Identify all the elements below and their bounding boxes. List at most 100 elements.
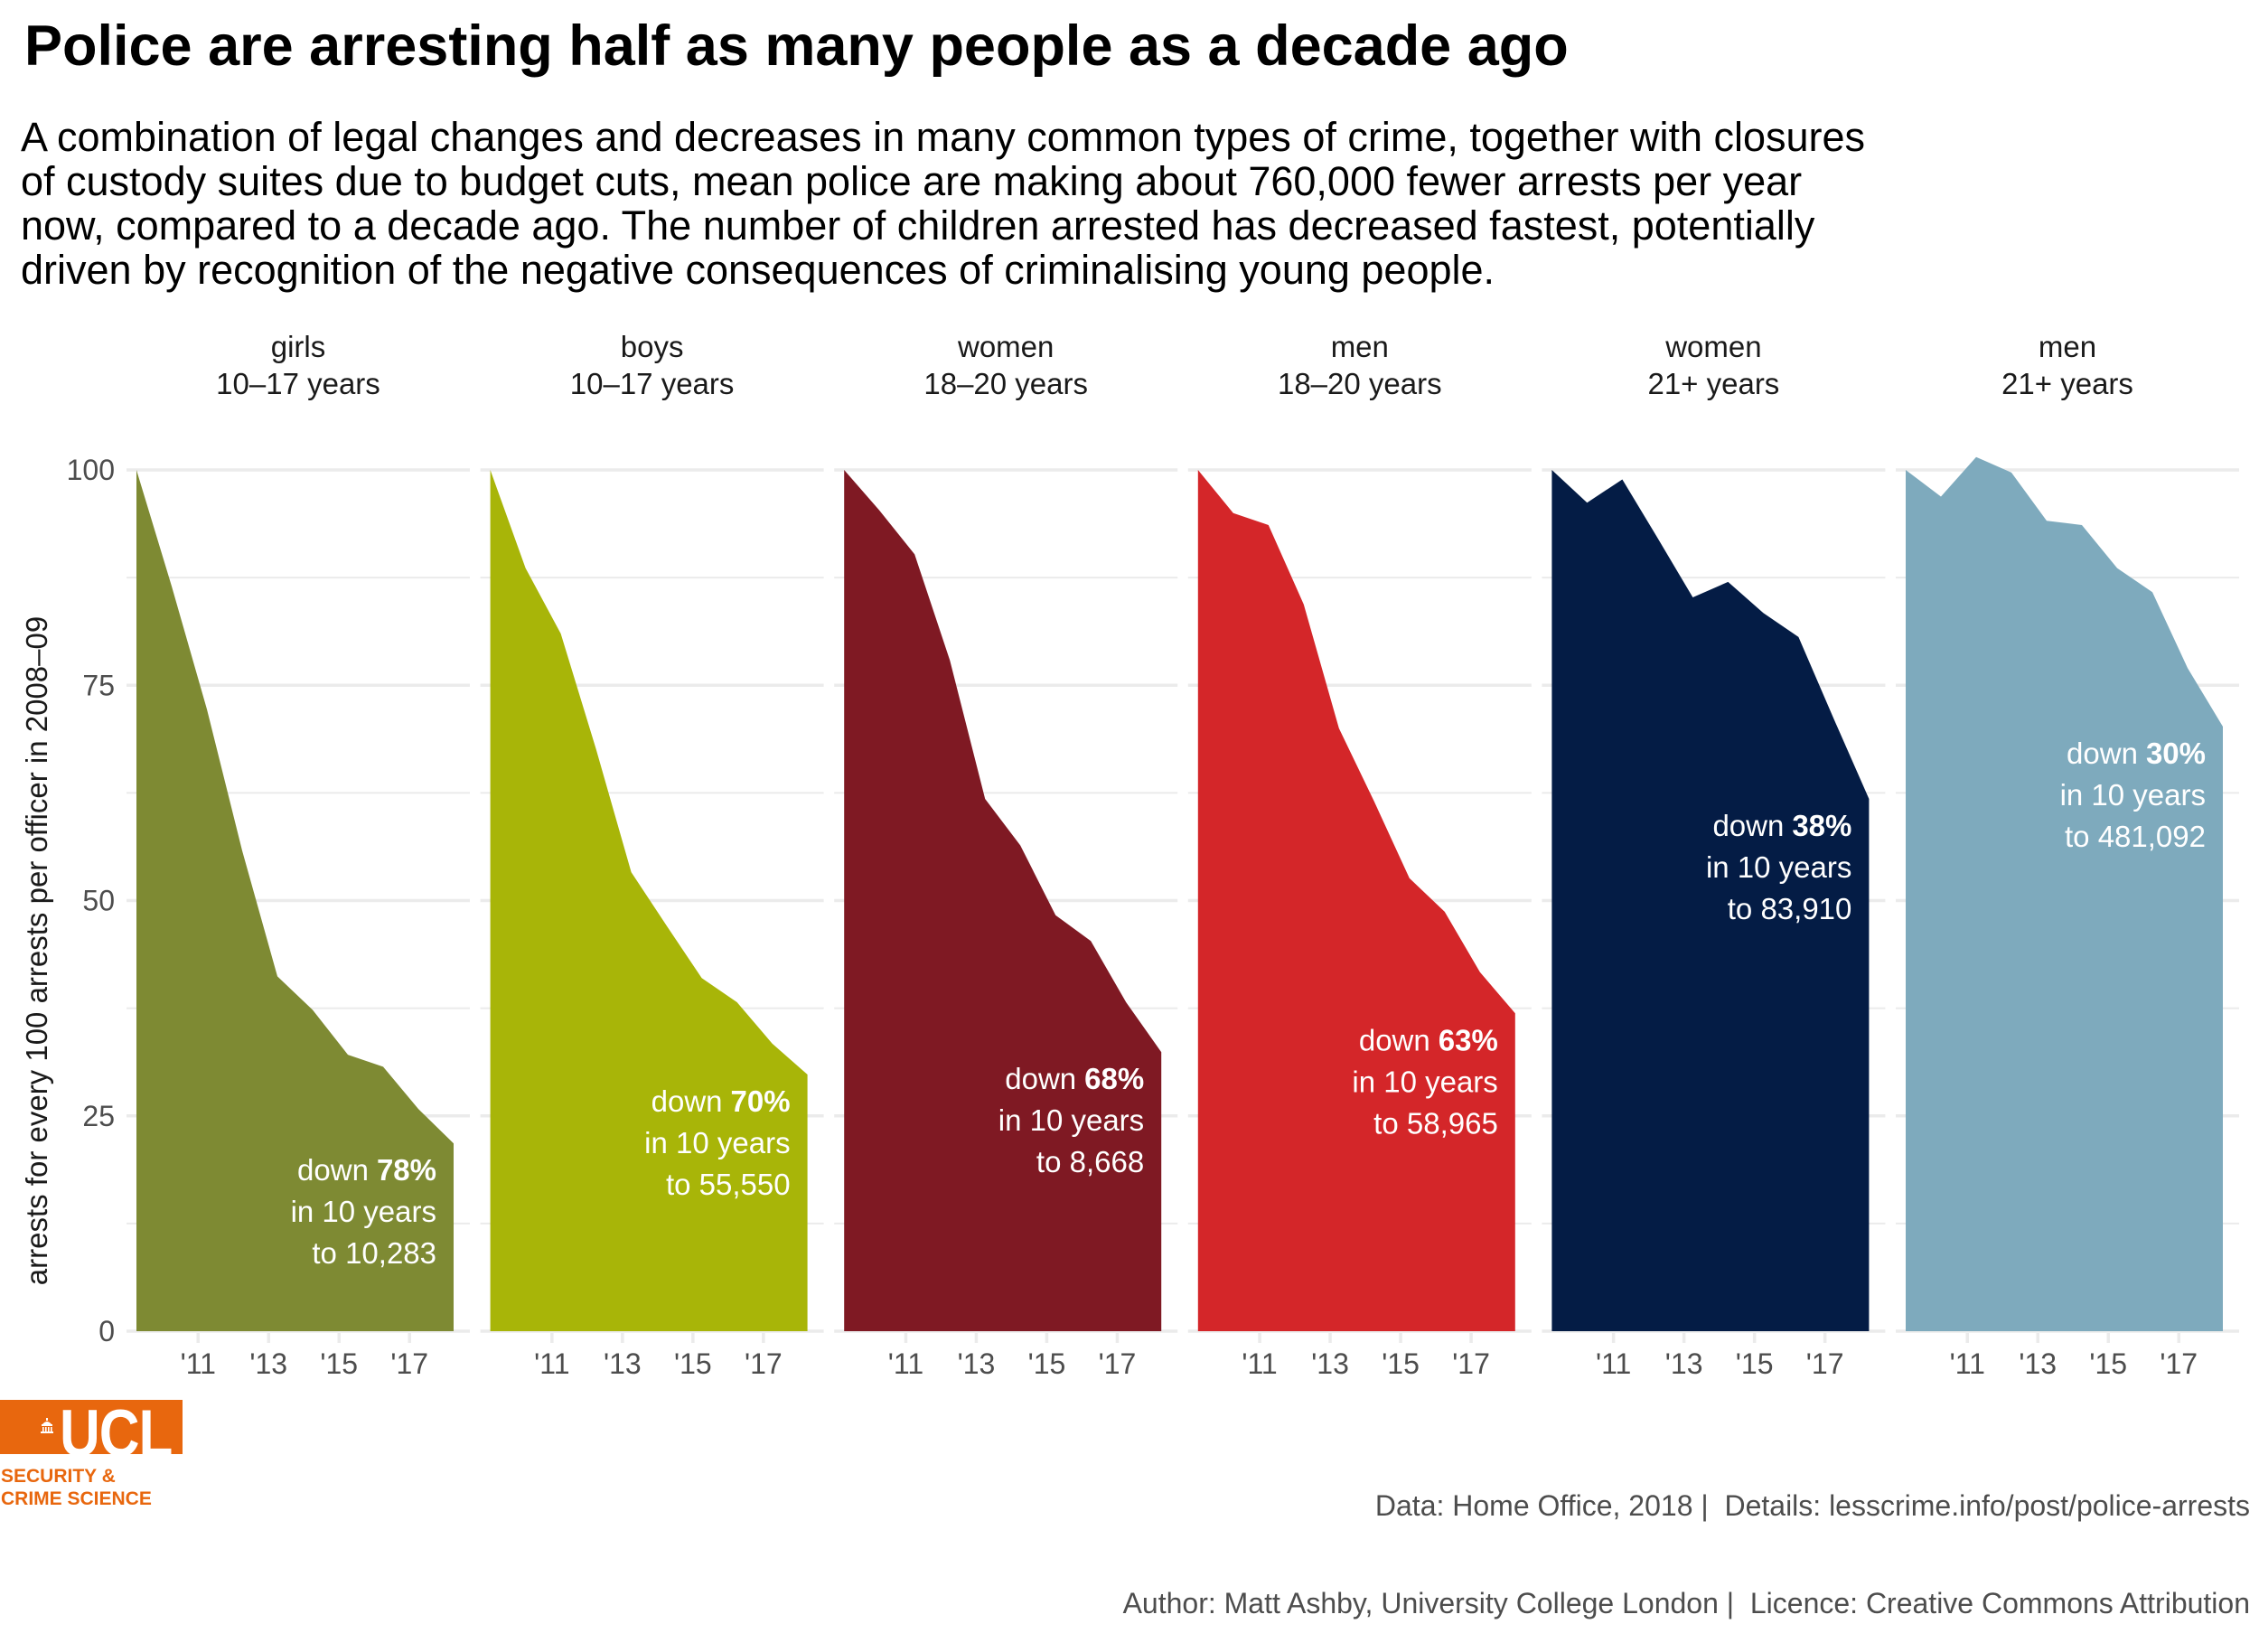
area-women-18-20-years bbox=[844, 470, 1162, 1331]
annotation-period: in 10 years bbox=[1352, 1065, 1497, 1098]
y-tick-label: 75 bbox=[82, 669, 115, 701]
x-tick-label: '17 bbox=[2160, 1347, 2198, 1380]
subtitle-line: driven by recognition of the negative co… bbox=[21, 247, 1495, 293]
annotation-change: down 38% bbox=[1712, 809, 1851, 842]
annotation-period: in 10 years bbox=[998, 1103, 1144, 1137]
x-tick-label: '15 bbox=[2089, 1347, 2127, 1380]
area-boys-10-17-years bbox=[490, 470, 808, 1331]
x-tick-label: '11 bbox=[1596, 1347, 1631, 1380]
x-tick-label: '13 bbox=[249, 1347, 287, 1380]
annotation-total: to 481,092 bbox=[2065, 820, 2206, 853]
y-axis-title: arrests for every 100 arrests per office… bbox=[20, 616, 53, 1285]
portico-icon bbox=[41, 1418, 53, 1433]
y-tick-label: 50 bbox=[82, 885, 115, 917]
annotation-period: in 10 years bbox=[644, 1126, 790, 1159]
chart-title: Police are arresting half as many people… bbox=[24, 14, 1569, 78]
area-women-21-years bbox=[1551, 470, 1870, 1331]
logo-department: SECURITY & CRIME SCIENCE bbox=[1, 1465, 152, 1510]
annotation-down-word: down bbox=[1359, 1023, 1430, 1056]
area-layer bbox=[136, 456, 2223, 1331]
facet-age: 18–20 years bbox=[1278, 367, 1442, 400]
logo-line: SECURITY & bbox=[1, 1466, 116, 1487]
y-tick-label: 25 bbox=[82, 1100, 115, 1132]
x-tick-label: '13 bbox=[1665, 1347, 1703, 1380]
x-tick-label: '17 bbox=[390, 1347, 428, 1380]
annotation-percent: 78% bbox=[377, 1153, 436, 1187]
x-tick-label: '15 bbox=[1382, 1347, 1420, 1380]
annotation-change: down 30% bbox=[2067, 737, 2206, 770]
annotation-down-word: down bbox=[1712, 809, 1784, 842]
annotation-down-word: down bbox=[1005, 1062, 1076, 1095]
x-tick-label: '11 bbox=[1242, 1347, 1277, 1380]
annotation-change: down 63% bbox=[1359, 1023, 1498, 1056]
annotation-down-word: down bbox=[651, 1084, 723, 1118]
x-tick-label: '17 bbox=[745, 1347, 783, 1380]
x-tick-label: '17 bbox=[1099, 1347, 1137, 1380]
text-layer: 0 25 50 75 100 '11 '13 '15 '17 girls 10–17 years do… bbox=[67, 330, 2206, 1380]
x-tick-label: '17 bbox=[1806, 1347, 1844, 1380]
facet-group: boys bbox=[621, 330, 684, 363]
facet-age: 21+ years bbox=[1647, 367, 1779, 400]
area-girls-10-17-years bbox=[136, 470, 454, 1331]
facet-header: men 21+ years bbox=[2001, 330, 2133, 400]
facet-group: girls bbox=[271, 330, 326, 363]
annotation-total: to 83,910 bbox=[1728, 892, 1852, 925]
annotation-period: in 10 years bbox=[2060, 778, 2206, 812]
x-tick-label: '11 bbox=[888, 1347, 923, 1380]
x-tick-label: '11 bbox=[181, 1347, 216, 1380]
annotation-total: to 10,283 bbox=[312, 1236, 436, 1270]
x-tick-label: '15 bbox=[1028, 1347, 1066, 1380]
area-men-18-20-years bbox=[1197, 470, 1515, 1331]
facet-group: men bbox=[2039, 330, 2096, 363]
facet-group: women bbox=[1664, 330, 1761, 363]
facet-age: 10–17 years bbox=[216, 367, 380, 400]
x-tick-label: '15 bbox=[1736, 1347, 1774, 1380]
faceted-area-chart: 0 25 50 75 100 '11 '13 '15 '17 girls 10–17 years do… bbox=[20, 330, 2239, 1380]
x-tick-label: '11 bbox=[534, 1347, 569, 1380]
chart-footer: Data: Home Office, 2018 | Details: lessc… bbox=[1123, 1424, 2250, 1652]
x-tick-label: '13 bbox=[2019, 1347, 2057, 1380]
x-tick-label: '13 bbox=[958, 1347, 996, 1380]
annotation-period: in 10 years bbox=[1706, 850, 1851, 884]
annotation-change: down 68% bbox=[1005, 1062, 1144, 1095]
chart-subtitle: A combination of legal changes and decre… bbox=[21, 115, 1865, 292]
area-men-21-years bbox=[1906, 456, 2223, 1331]
y-tick-label: 100 bbox=[67, 454, 115, 486]
facet-header: women 18–20 years bbox=[923, 330, 1088, 400]
facet-age: 21+ years bbox=[2001, 367, 2133, 400]
annotation-down-word: down bbox=[2067, 737, 2138, 770]
annotation-change: down 70% bbox=[651, 1084, 791, 1118]
subtitle-line: now, compared to a decade ago. The numbe… bbox=[21, 202, 1815, 249]
y-tick-label: 0 bbox=[98, 1315, 115, 1347]
annotation-change: down 78% bbox=[297, 1153, 436, 1187]
footer-credits: Author: Matt Ashby, University College L… bbox=[1122, 1587, 2250, 1619]
facet-group: women bbox=[957, 330, 1054, 363]
x-tick-label: '13 bbox=[604, 1347, 642, 1380]
x-tick-label: '13 bbox=[1311, 1347, 1349, 1380]
logo-line: CRIME SCIENCE bbox=[1, 1488, 152, 1509]
annotation-down-word: down bbox=[297, 1153, 369, 1187]
x-tick-label: '15 bbox=[674, 1347, 712, 1380]
facet-group: men bbox=[1331, 330, 1389, 363]
subtitle-line: of custody suites due to budget cuts, me… bbox=[21, 158, 1803, 204]
facet-header: women 21+ years bbox=[1647, 330, 1779, 400]
facet-header: men 18–20 years bbox=[1278, 330, 1442, 400]
x-tick-label: '17 bbox=[1452, 1347, 1490, 1380]
annotation-total: to 8,668 bbox=[1036, 1145, 1144, 1178]
subtitle-line: A combination of legal changes and decre… bbox=[21, 114, 1866, 160]
facet-header: boys 10–17 years bbox=[570, 330, 735, 400]
annotation-percent: 30% bbox=[2146, 737, 2206, 770]
annotation-percent: 38% bbox=[1792, 809, 1851, 842]
footer-source: Data: Home Office, 2018 | Details: lessc… bbox=[1374, 1489, 2250, 1522]
annotation-period: in 10 years bbox=[291, 1195, 436, 1228]
annotation-percent: 63% bbox=[1439, 1023, 1498, 1056]
annotation-total: to 55,550 bbox=[666, 1168, 791, 1201]
facet-age: 10–17 years bbox=[570, 367, 735, 400]
logo-wordmark: UCL bbox=[60, 1400, 173, 1454]
annotation-percent: 68% bbox=[1084, 1062, 1144, 1095]
facet-header: girls 10–17 years bbox=[216, 330, 380, 400]
annotation-total: to 58,965 bbox=[1373, 1106, 1498, 1140]
x-tick-label: '15 bbox=[320, 1347, 358, 1380]
ucl-logo: UCL bbox=[0, 1400, 183, 1454]
x-tick-label: '11 bbox=[1950, 1347, 1985, 1380]
